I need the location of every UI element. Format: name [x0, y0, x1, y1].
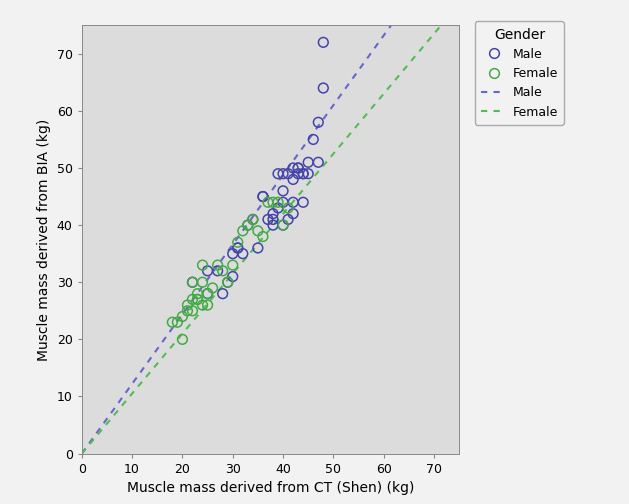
Point — [278, 221, 288, 229]
Point — [223, 278, 233, 286]
Point — [167, 318, 177, 326]
Point — [288, 210, 298, 218]
Point — [303, 158, 313, 166]
Point — [203, 301, 213, 309]
Point — [187, 278, 198, 286]
Point — [198, 301, 208, 309]
Point — [198, 278, 208, 286]
Point — [233, 244, 243, 252]
Point — [218, 267, 228, 275]
Point — [203, 290, 213, 298]
Point — [177, 312, 187, 321]
Point — [228, 249, 238, 258]
Point — [192, 295, 203, 303]
Legend: Male, Female, Male, Female: Male, Female, Male, Female — [475, 21, 564, 125]
Point — [288, 198, 298, 206]
Point — [253, 244, 263, 252]
Point — [203, 290, 213, 298]
Point — [233, 244, 243, 252]
Point — [238, 249, 248, 258]
Point — [268, 198, 278, 206]
Point — [273, 204, 283, 212]
Point — [283, 170, 293, 178]
Point — [233, 238, 243, 246]
Point — [248, 215, 258, 223]
Point — [278, 170, 288, 178]
Point — [288, 175, 298, 183]
Point — [187, 295, 198, 303]
X-axis label: Muscle mass derived from CT (Shen) (kg): Muscle mass derived from CT (Shen) (kg) — [127, 481, 414, 495]
Point — [192, 290, 203, 298]
Point — [228, 261, 238, 269]
Point — [268, 210, 278, 218]
Point — [223, 278, 233, 286]
Point — [182, 301, 192, 309]
Point — [187, 278, 198, 286]
Point — [258, 193, 268, 201]
Point — [293, 164, 303, 172]
Point — [243, 221, 253, 229]
Point — [313, 118, 323, 127]
Point — [258, 193, 268, 201]
Point — [318, 38, 328, 46]
Point — [203, 267, 213, 275]
Point — [263, 198, 273, 206]
Point — [192, 295, 203, 303]
Point — [283, 204, 293, 212]
Point — [303, 170, 313, 178]
Point — [298, 170, 308, 178]
Point — [273, 170, 283, 178]
Point — [278, 187, 288, 195]
Point — [298, 198, 308, 206]
Point — [213, 267, 223, 275]
Point — [182, 307, 192, 315]
Point — [238, 227, 248, 235]
Point — [218, 290, 228, 298]
Point — [293, 164, 303, 172]
Y-axis label: Muscle mass derived from BIA (kg): Muscle mass derived from BIA (kg) — [37, 118, 51, 360]
Point — [213, 261, 223, 269]
Point — [278, 221, 288, 229]
Point — [273, 198, 283, 206]
Point — [288, 164, 298, 172]
Point — [263, 215, 273, 223]
Point — [253, 227, 263, 235]
Point — [208, 284, 218, 292]
Point — [198, 261, 208, 269]
Point — [243, 221, 253, 229]
Point — [313, 158, 323, 166]
Point — [248, 215, 258, 223]
Point — [177, 335, 187, 343]
Point — [187, 307, 198, 315]
Point — [258, 232, 268, 240]
Point — [268, 221, 278, 229]
Point — [228, 273, 238, 281]
Point — [318, 84, 328, 92]
Point — [278, 198, 288, 206]
Point — [298, 170, 308, 178]
Point — [172, 318, 182, 326]
Point — [308, 136, 318, 144]
Point — [293, 170, 303, 178]
Point — [283, 215, 293, 223]
Point — [268, 215, 278, 223]
